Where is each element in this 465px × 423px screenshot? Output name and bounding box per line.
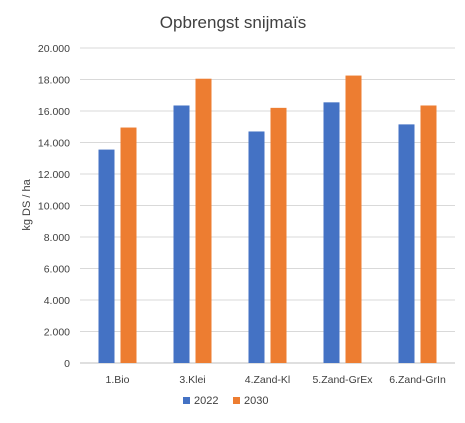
bar-2030-3.Klei [195,78,212,364]
y-tick-label: 6.000 [44,264,70,276]
x-tick-label: 5.Zand-GrEx [312,374,373,386]
bar-2030-1.Bio [120,127,137,363]
y-tick-label: 0 [64,358,70,370]
bar-2022-6.Zand-GrIn [398,124,415,363]
bar-2022-1.Bio [98,149,115,363]
y-tick-label: 2.000 [44,327,70,339]
bar-2030-4.Zand-Kl [270,107,287,363]
bar-2030-6.Zand-GrIn [420,105,437,364]
legend-label: 2022 [194,395,218,407]
y-tick-label: 14.000 [38,138,70,150]
bar-2022-5.Zand-GrEx [323,102,340,364]
x-tick-label: 4.Zand-Kl [245,374,291,386]
y-tick-label: 4.000 [44,295,70,307]
y-tick-label: 18.000 [38,75,70,87]
bar-2030-5.Zand-GrEx [345,75,362,363]
y-tick-label: 20.000 [38,43,70,55]
chart-title: Opbrengst snijmaïs [160,13,306,32]
y-axis-label: kg DS / ha [21,178,33,230]
bar-2022-3.Klei [173,105,190,364]
legend-swatch-2030 [233,397,240,404]
legend-swatch-2022 [183,397,190,404]
x-tick-label: 1.Bio [106,374,130,386]
bar-2022-4.Zand-Kl [248,131,265,363]
y-tick-label: 12.000 [38,169,70,181]
legend-label: 2030 [244,395,268,407]
y-tick-label: 8.000 [44,232,70,244]
y-tick-label: 10.000 [38,201,70,213]
y-tick-label: 16.000 [38,106,70,118]
x-tick-label: 3.Klei [179,374,205,386]
x-tick-label: 6.Zand-GrIn [389,374,446,386]
